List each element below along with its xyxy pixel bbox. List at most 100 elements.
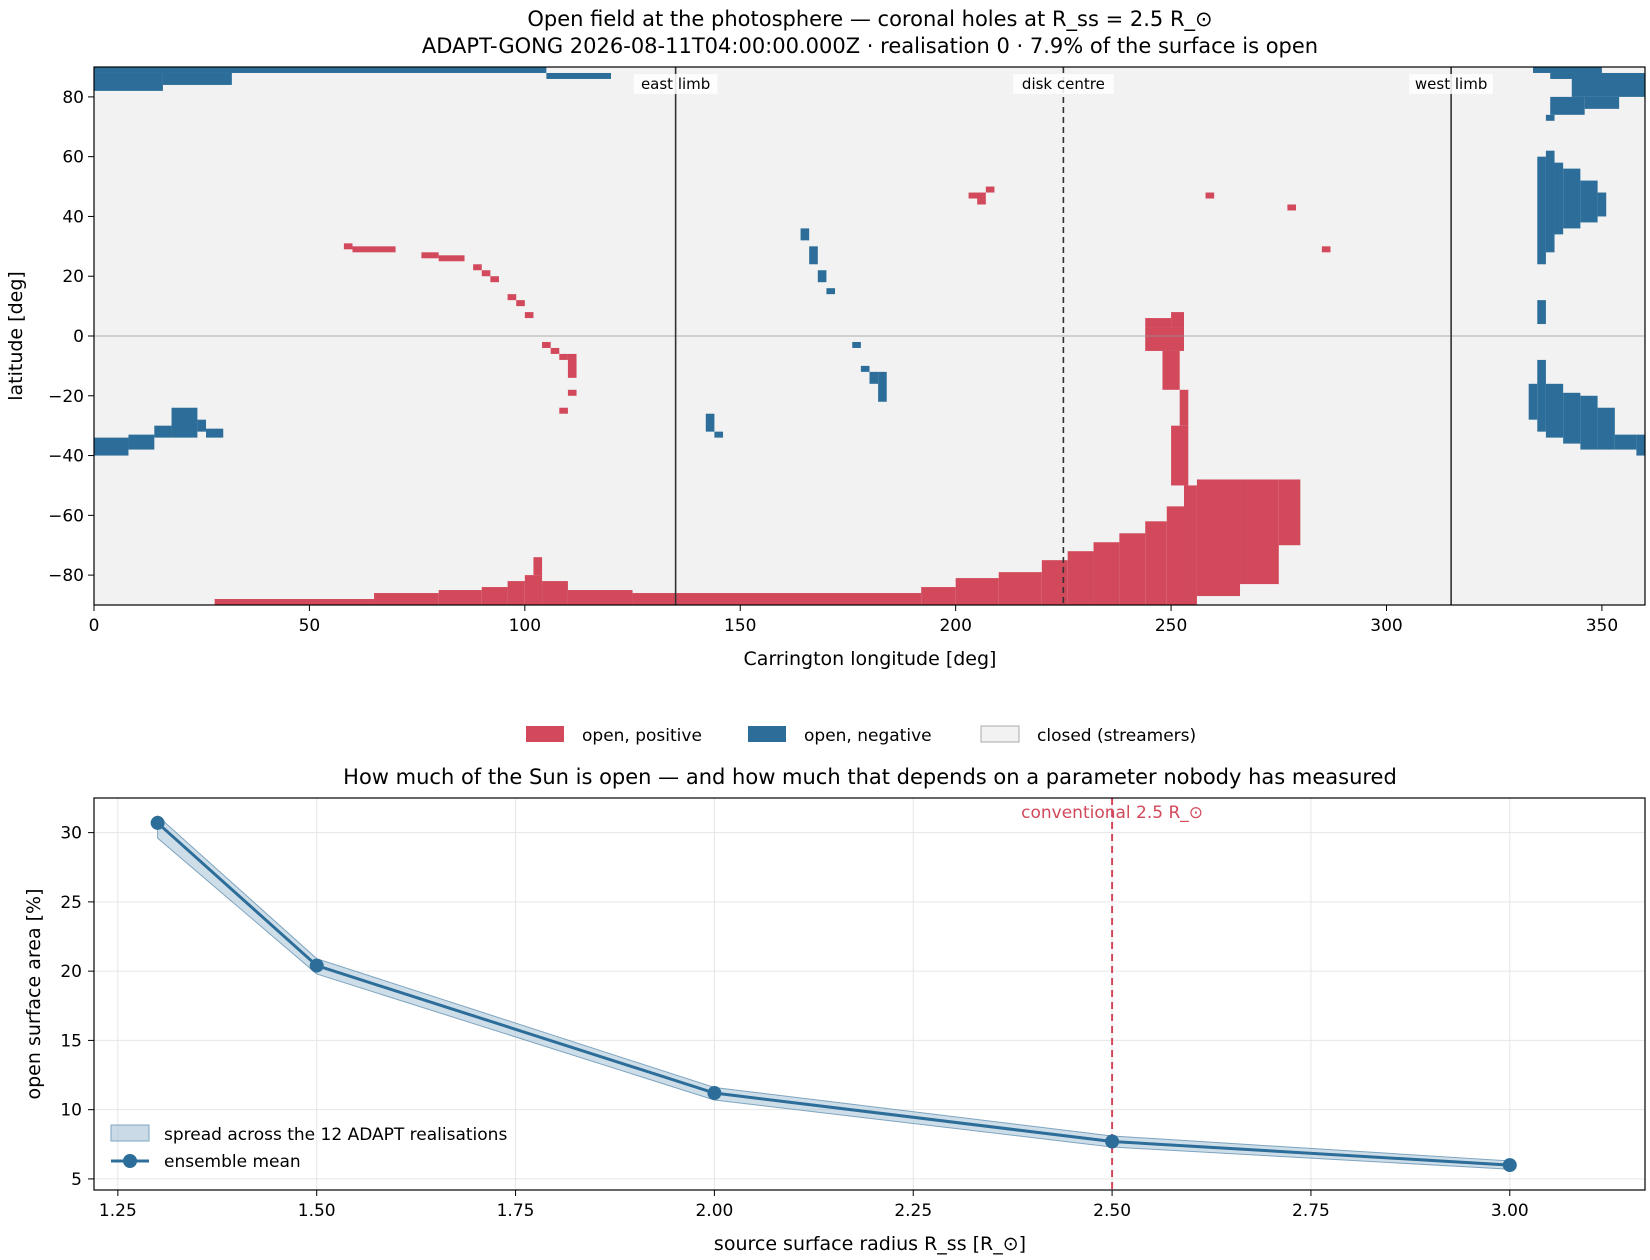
legend-swatch-closed <box>980 725 1020 743</box>
open-positive-cell <box>1119 533 1146 605</box>
open-negative-cell <box>705 413 715 432</box>
open-positive-cell <box>1166 506 1185 605</box>
map-y-tick-label: 0 <box>73 327 84 347</box>
open-positive-cell <box>507 294 517 301</box>
open-positive-cell <box>481 587 508 605</box>
map-x-ticks: 0 50 100 150 200 250 300 350 <box>89 605 1618 636</box>
open-negative-cell <box>154 425 172 438</box>
category-legend: open, positive open, negative closed (st… <box>526 725 1196 746</box>
area-x-tick-label: 3.00 <box>1491 1201 1529 1221</box>
west-limb-label: west limb <box>1415 75 1487 93</box>
open-positive-cell <box>516 300 525 307</box>
area-x-tick-label: 2.75 <box>1292 1201 1330 1221</box>
open-positive-cell <box>1067 551 1094 605</box>
open-positive-cell <box>438 255 465 262</box>
area-x-tick-label: 1.50 <box>298 1201 336 1221</box>
legend-label-open-positive: open, positive <box>582 726 702 746</box>
open-negative-cell <box>714 431 724 438</box>
open-negative-cell <box>1584 96 1620 109</box>
map-title-line-1: Open field at the photosphere — coronal … <box>527 7 1212 32</box>
open-positive-cell <box>1171 425 1189 486</box>
open-positive-cell <box>1321 246 1331 253</box>
open-positive-cell <box>421 252 439 259</box>
area-x-tick-label: 2.50 <box>1093 1201 1131 1221</box>
open-negative-cell <box>800 228 810 241</box>
map-y-tick-label: 80 <box>62 88 84 108</box>
open-negative-cell <box>878 371 887 402</box>
open-positive-cell <box>524 575 543 605</box>
legend-label-spread-band: spread across the 12 ADAPT realisations <box>164 1125 507 1145</box>
legend-swatch-open-negative <box>748 726 786 742</box>
open-negative-cell <box>1614 434 1637 450</box>
open-negative-cell <box>1537 359 1546 432</box>
open-negative-cell <box>809 246 818 265</box>
open-area-panel: How much of the Sun is open — and how mu… <box>23 765 1646 1255</box>
open-positive-cell <box>632 593 922 605</box>
open-negative-cell <box>1597 192 1607 217</box>
open-positive-cell <box>533 557 543 576</box>
area-y-tick-label: 15 <box>60 1031 82 1051</box>
open-negative-cell <box>206 428 224 438</box>
open-negative-cell <box>546 72 611 79</box>
open-positive-cell <box>955 578 999 605</box>
map-y-ticks: −80 −60 −40 −20 0 20 40 60 80 <box>48 88 94 586</box>
disk-centre-label-bg <box>1013 74 1114 94</box>
legend-label-open-negative: open, negative <box>804 726 932 746</box>
area-y-tick-label: 10 <box>60 1101 82 1121</box>
ensemble-mean-series <box>150 815 1517 1173</box>
ensemble-mean-point <box>1105 1134 1120 1149</box>
open-positive-cell <box>1184 485 1197 605</box>
east-limb-label: east limb <box>641 75 710 93</box>
area-y-ticks: 5 10 15 20 25 30 <box>60 824 94 1190</box>
area-y-tick-label: 30 <box>60 824 82 844</box>
area-x-tick-label: 1.25 <box>99 1201 137 1221</box>
open-positive-cell <box>985 186 995 193</box>
open-positive-cell <box>559 353 568 360</box>
map-y-tick-label: −20 <box>48 387 84 407</box>
conventional-rss-label: conventional 2.5 R_⊙ <box>1021 803 1203 823</box>
open-positive-cell <box>567 590 633 605</box>
open-positive-cell <box>352 246 396 253</box>
open-positive-cell <box>998 572 1042 605</box>
open-negative-cell <box>128 434 155 450</box>
area-x-tick-label: 1.75 <box>497 1201 535 1221</box>
open-positive-cell <box>490 276 499 283</box>
map-y-axis-label: latitude [deg] <box>5 271 27 401</box>
open-positive-cell <box>214 599 375 605</box>
open-negative-cell <box>171 407 198 438</box>
open-positive-cell <box>921 587 956 605</box>
open-negative-cell <box>817 270 827 283</box>
area-plot-frame <box>93 797 1646 1191</box>
west-limb-label-bg <box>1409 74 1493 94</box>
open-negative-cell <box>197 419 207 432</box>
open-positive-cell <box>567 353 577 378</box>
map-x-tick-label: 300 <box>1370 616 1402 636</box>
map-x-axis-label: Carrington longitude [deg] <box>744 648 997 670</box>
open-field-regions <box>94 67 1645 605</box>
open-negative-cell <box>1537 156 1546 265</box>
open-positive-cell <box>1145 521 1167 605</box>
open-positive-cell <box>524 312 534 319</box>
map-x-tick-label: 50 <box>299 616 321 636</box>
legend-label-ensemble-mean: ensemble mean <box>164 1152 301 1172</box>
open-negative-cell <box>869 371 879 384</box>
area-x-tick-label: 2.25 <box>894 1201 932 1221</box>
map-title-line-2: ADAPT-GONG 2026-08-11T04:00:00.000Z · re… <box>422 34 1318 58</box>
legend-label-closed: closed (streamers) <box>1037 726 1196 746</box>
open-positive-cell <box>550 347 560 354</box>
area-y-axis-label: open surface area [%] <box>23 888 45 1099</box>
open-negative-cell <box>1554 162 1564 235</box>
map-x-tick-label: 350 <box>1586 616 1618 636</box>
open-negative-cell <box>826 288 836 295</box>
open-positive-cell <box>481 270 491 277</box>
open-positive-cell <box>1145 327 1185 351</box>
open-positive-cell <box>507 581 525 605</box>
open-negative-cell <box>1532 67 1602 73</box>
map-x-tick-label: 250 <box>1155 616 1187 636</box>
ensemble-mean-point <box>309 958 324 973</box>
area-y-tick-label: 20 <box>60 962 82 982</box>
open-negative-cell <box>1550 96 1585 115</box>
open-positive-cell <box>1145 318 1172 328</box>
open-positive-cell <box>1205 192 1215 199</box>
